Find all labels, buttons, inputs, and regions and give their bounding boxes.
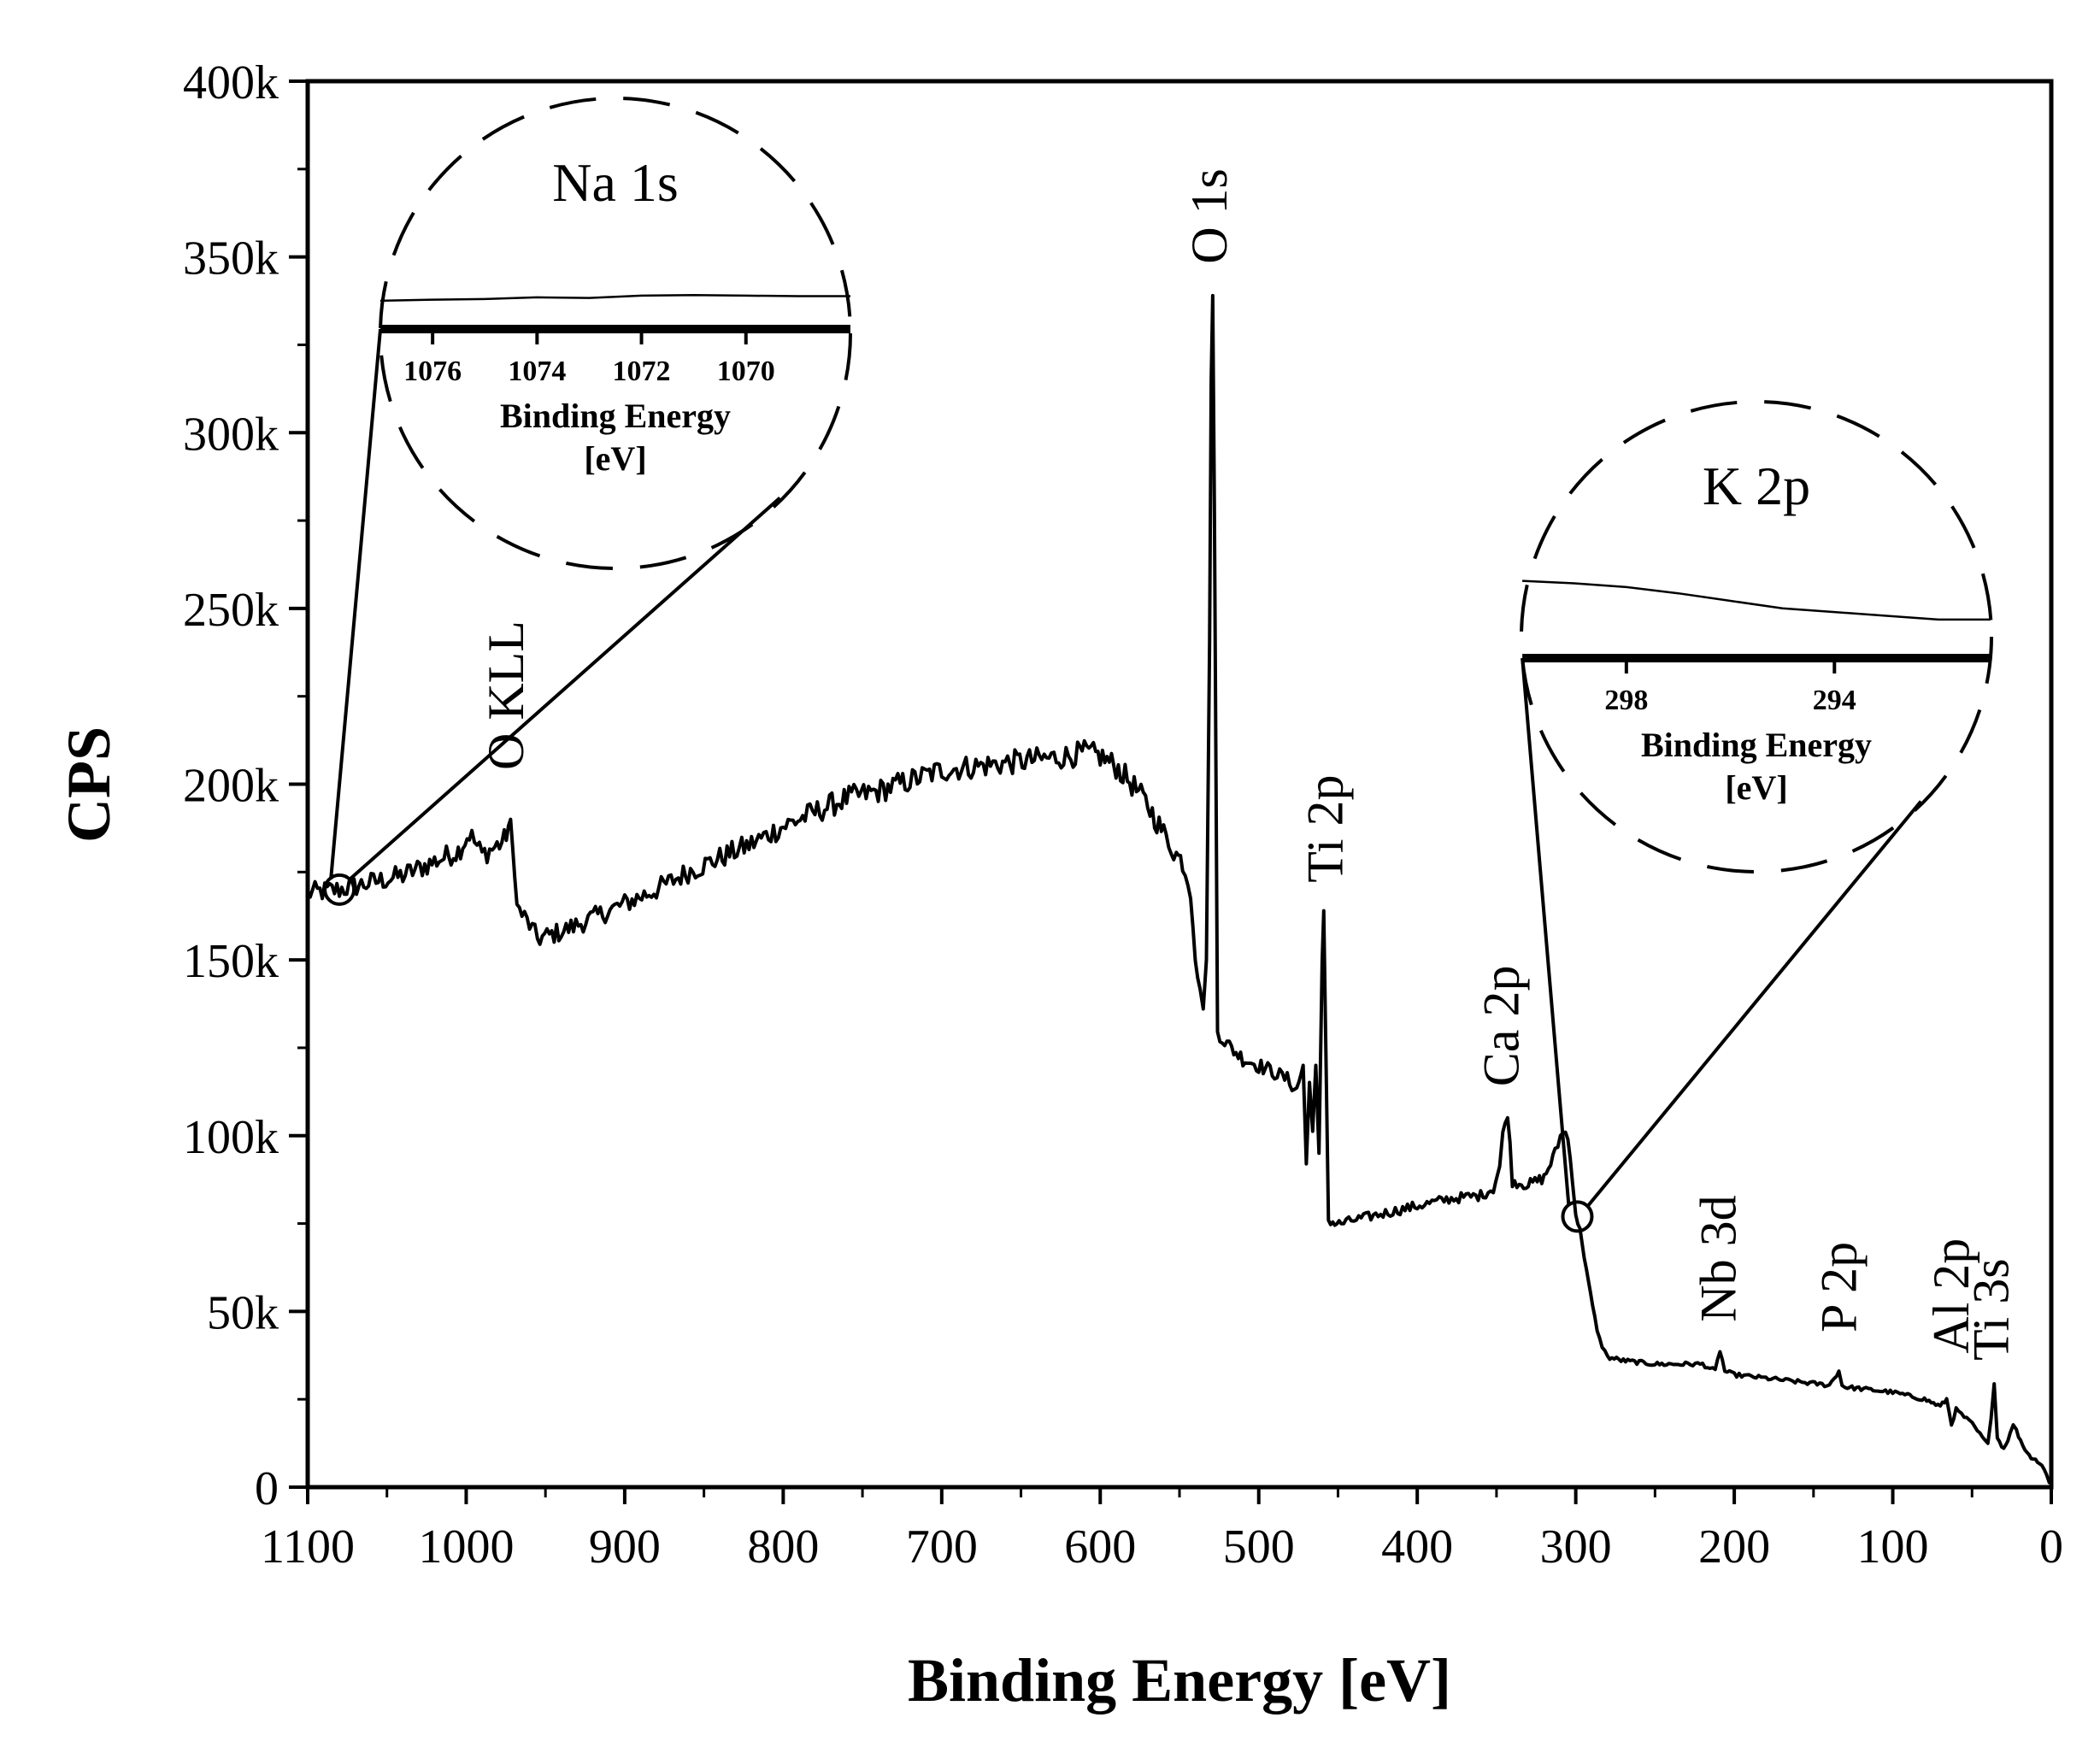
inset-axis-title: Binding Energy xyxy=(500,397,731,435)
x-tick-label: 1100 xyxy=(261,1520,355,1573)
x-tick-label: 200 xyxy=(1698,1520,1770,1573)
inset-0: 1076 1074 1072 1070 Na 1s Binding Energy [eV] xyxy=(323,97,852,906)
peak-label: Ti 3s xyxy=(1963,1258,2020,1361)
axis-ticks: 1100 1000 900 800 700 600 500 400 300 200 100 0050k… xyxy=(183,56,2063,1573)
peak-label: Ti 2p xyxy=(1297,774,1354,882)
y-tick-label: 300k xyxy=(183,408,279,461)
y-axis-title: CPS xyxy=(55,726,123,843)
x-tick-label: 100 xyxy=(1857,1520,1929,1573)
y-tick-label: 150k xyxy=(183,935,279,988)
zoom-connector xyxy=(329,328,383,880)
inset-tick-label: 294 xyxy=(1813,685,1856,716)
y-tick-label: 350k xyxy=(183,232,279,285)
y-tick-label: 0 xyxy=(255,1462,279,1515)
inset-tick-label: 1076 xyxy=(403,356,462,387)
peak-label: Ca 2p xyxy=(1474,966,1530,1087)
inset-axis-title: Binding Energy xyxy=(1641,726,1872,764)
zoom-marker xyxy=(323,873,356,906)
x-tick-label: 900 xyxy=(589,1520,661,1573)
inset-tick-label: 1072 xyxy=(613,356,671,387)
zoom-connector xyxy=(1521,657,1571,1207)
x-tick-label: 700 xyxy=(906,1520,978,1573)
inset-tick-label: 1074 xyxy=(508,356,566,387)
spectrum-line xyxy=(306,293,2051,1485)
x-axis-title: Binding Energy [eV] xyxy=(908,1646,1451,1715)
x-tick-label: 300 xyxy=(1540,1520,1612,1573)
inset-axis-unit: [eV] xyxy=(584,439,646,478)
zoom-connector xyxy=(1585,800,1923,1208)
x-tick-label: 500 xyxy=(1223,1520,1295,1573)
peak-label: Al 2p xyxy=(1923,1238,1979,1354)
inset-tick-label: 298 xyxy=(1604,685,1648,716)
inset-trace xyxy=(1522,579,1991,621)
y-tick-label: 250k xyxy=(183,584,279,637)
inset-title: Na 1s xyxy=(552,152,679,213)
y-tick-label: 50k xyxy=(207,1286,279,1339)
x-tick-label: 0 xyxy=(2039,1520,2063,1573)
peak-label: O 1s xyxy=(1181,168,1238,264)
peak-label: P 2p xyxy=(1811,1242,1868,1332)
x-tick-label: 1000 xyxy=(418,1520,514,1573)
inset-trace xyxy=(379,293,850,303)
inset-circle xyxy=(1520,400,1993,873)
inset-title: K 2p xyxy=(1703,456,1810,516)
y-tick-label: 400k xyxy=(183,56,279,109)
inset-1: 298 294 K 2p Binding Energy [eV] xyxy=(1520,400,1993,1233)
y-tick-label: 100k xyxy=(183,1111,279,1164)
inset-tick-label: 1070 xyxy=(717,356,775,387)
peak-label: Nb 3d xyxy=(1691,1195,1747,1321)
inset-axis-unit: [eV] xyxy=(1725,768,1787,807)
x-tick-label: 600 xyxy=(1064,1520,1136,1573)
y-tick-label: 200k xyxy=(183,760,279,813)
series-layer xyxy=(306,293,2051,1485)
zoom-marker xyxy=(1561,1200,1594,1233)
x-tick-label: 800 xyxy=(747,1520,819,1573)
peak-label: O KLL xyxy=(478,621,534,770)
zoom-connector xyxy=(348,497,781,881)
x-tick-label: 400 xyxy=(1381,1520,1453,1573)
